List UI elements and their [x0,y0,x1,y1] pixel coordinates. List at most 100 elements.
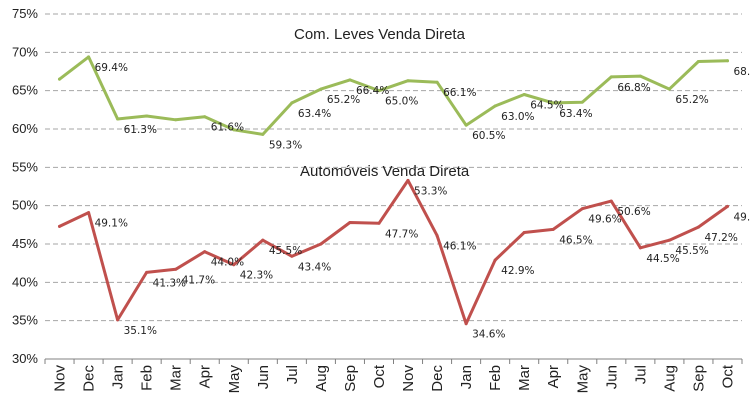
y-tick-label: 45% [12,236,38,251]
series-line-0 [58,55,729,136]
data-label: 59.3% [269,139,302,151]
y-tick-label: 60% [12,121,38,136]
data-point [696,225,700,229]
series-line-1 [58,178,729,326]
y-tick-label: 70% [12,44,38,59]
data-label: 60.5% [472,130,505,142]
data-label: 50.6% [617,206,650,218]
data-point [232,263,236,267]
data-label: 65.0% [385,96,418,108]
data-label: 47.2% [704,232,737,244]
data-label: 47.7% [385,228,418,240]
data-label: 61.6% [211,122,244,134]
x-tick-label: Jun [603,365,620,389]
data-point [174,267,178,271]
y-tick-label: 75% [12,6,38,21]
data-point [493,258,497,262]
data-point [174,118,178,122]
data-point [464,123,468,127]
data-point [580,100,584,104]
data-point [203,250,207,254]
x-tick-label: Sep [690,365,707,392]
data-label: 65.2% [327,94,360,106]
x-tick-label: Nov [52,365,69,392]
data-point [609,75,613,79]
x-tick-label: Apr [197,365,214,388]
data-label: 68.9% [733,66,750,78]
data-label: 44.5% [646,253,679,265]
data-point [319,87,323,91]
y-tick-label: 55% [12,159,38,174]
data-point [551,101,555,105]
data-point [319,242,323,246]
x-tick-label: Oct [719,364,736,388]
data-point [348,221,352,225]
data-label: 49.1% [95,218,128,230]
data-label: 63.4% [298,108,331,120]
data-point [348,78,352,82]
x-tick-label: Dec [81,365,98,392]
data-point [725,59,729,63]
gridlines [44,13,743,364]
data-label: 65.2% [675,94,708,106]
x-axis-tick-labels: Nov Dec Jan Feb Mar Apr May Jun Jul Aug Sep Oct Nov D… [52,364,737,393]
data-label: 42.3% [240,270,273,282]
data-label: 46.5% [559,234,592,246]
data-point [58,77,62,81]
x-tick-label: Sep [342,365,359,392]
data-label: 63.0% [501,111,534,123]
data-point [87,55,91,59]
y-tick-label: 35% [12,313,38,328]
data-labels: 69.4%61.3% 61.6%59.3%63.4%65.2%66.4%65.0%… [95,62,750,341]
data-label: 41.7% [182,274,215,286]
data-label: 63.4% [559,108,592,120]
data-label: 53.3% [414,185,447,197]
data-label: 64.5% [530,100,563,112]
data-point [377,89,381,93]
data-point [290,254,294,258]
data-point [290,101,294,105]
y-tick-label: 50% [12,198,38,213]
data-label: 35.1% [124,325,157,337]
data-point [522,93,526,96]
data-point [551,227,555,231]
x-tick-label: Jun [255,365,272,389]
data-label: 66.8% [617,82,650,94]
series-title-automoveis: Automóveis Venda Direta [300,163,470,180]
data-point [725,204,729,208]
data-label: 61.3% [124,124,157,136]
y-axis-tick-labels: 30% 35% 40% 45% 50% 55% 60% 65% 70% 75% [12,6,38,366]
data-label: 44.0% [211,257,244,269]
x-tick-label: Jan [110,365,127,389]
data-point [464,322,468,326]
data-point [232,128,236,132]
x-tick-label: Aug [661,365,678,392]
data-label: 66.4% [356,85,389,97]
x-tick-label: May [226,365,243,394]
data-point [116,318,120,322]
data-point [87,211,91,215]
data-label: 69.4% [95,62,128,74]
x-tick-label: Apr [545,365,562,388]
y-tick-label: 40% [12,274,38,289]
data-label: 49.6% [588,214,621,226]
x-tick-label: Jul [284,365,301,384]
data-point [58,224,62,228]
data-point [435,80,439,84]
data-label: 43.4% [298,261,331,273]
data-point [667,87,671,91]
data-label: 45.5% [675,245,708,257]
x-tick-label: Mar [516,365,533,391]
data-point [435,234,439,238]
x-tick-label: Dec [429,365,446,392]
data-point [261,132,265,136]
data-label: 49.9% [733,211,750,223]
data-label: 34.6% [472,329,505,341]
x-tick-label: Feb [487,365,504,391]
data-point [145,114,149,118]
data-point [580,207,584,211]
data-label: 41.3% [153,277,186,289]
data-point [696,60,700,64]
x-tick-label: Aug [313,365,330,392]
